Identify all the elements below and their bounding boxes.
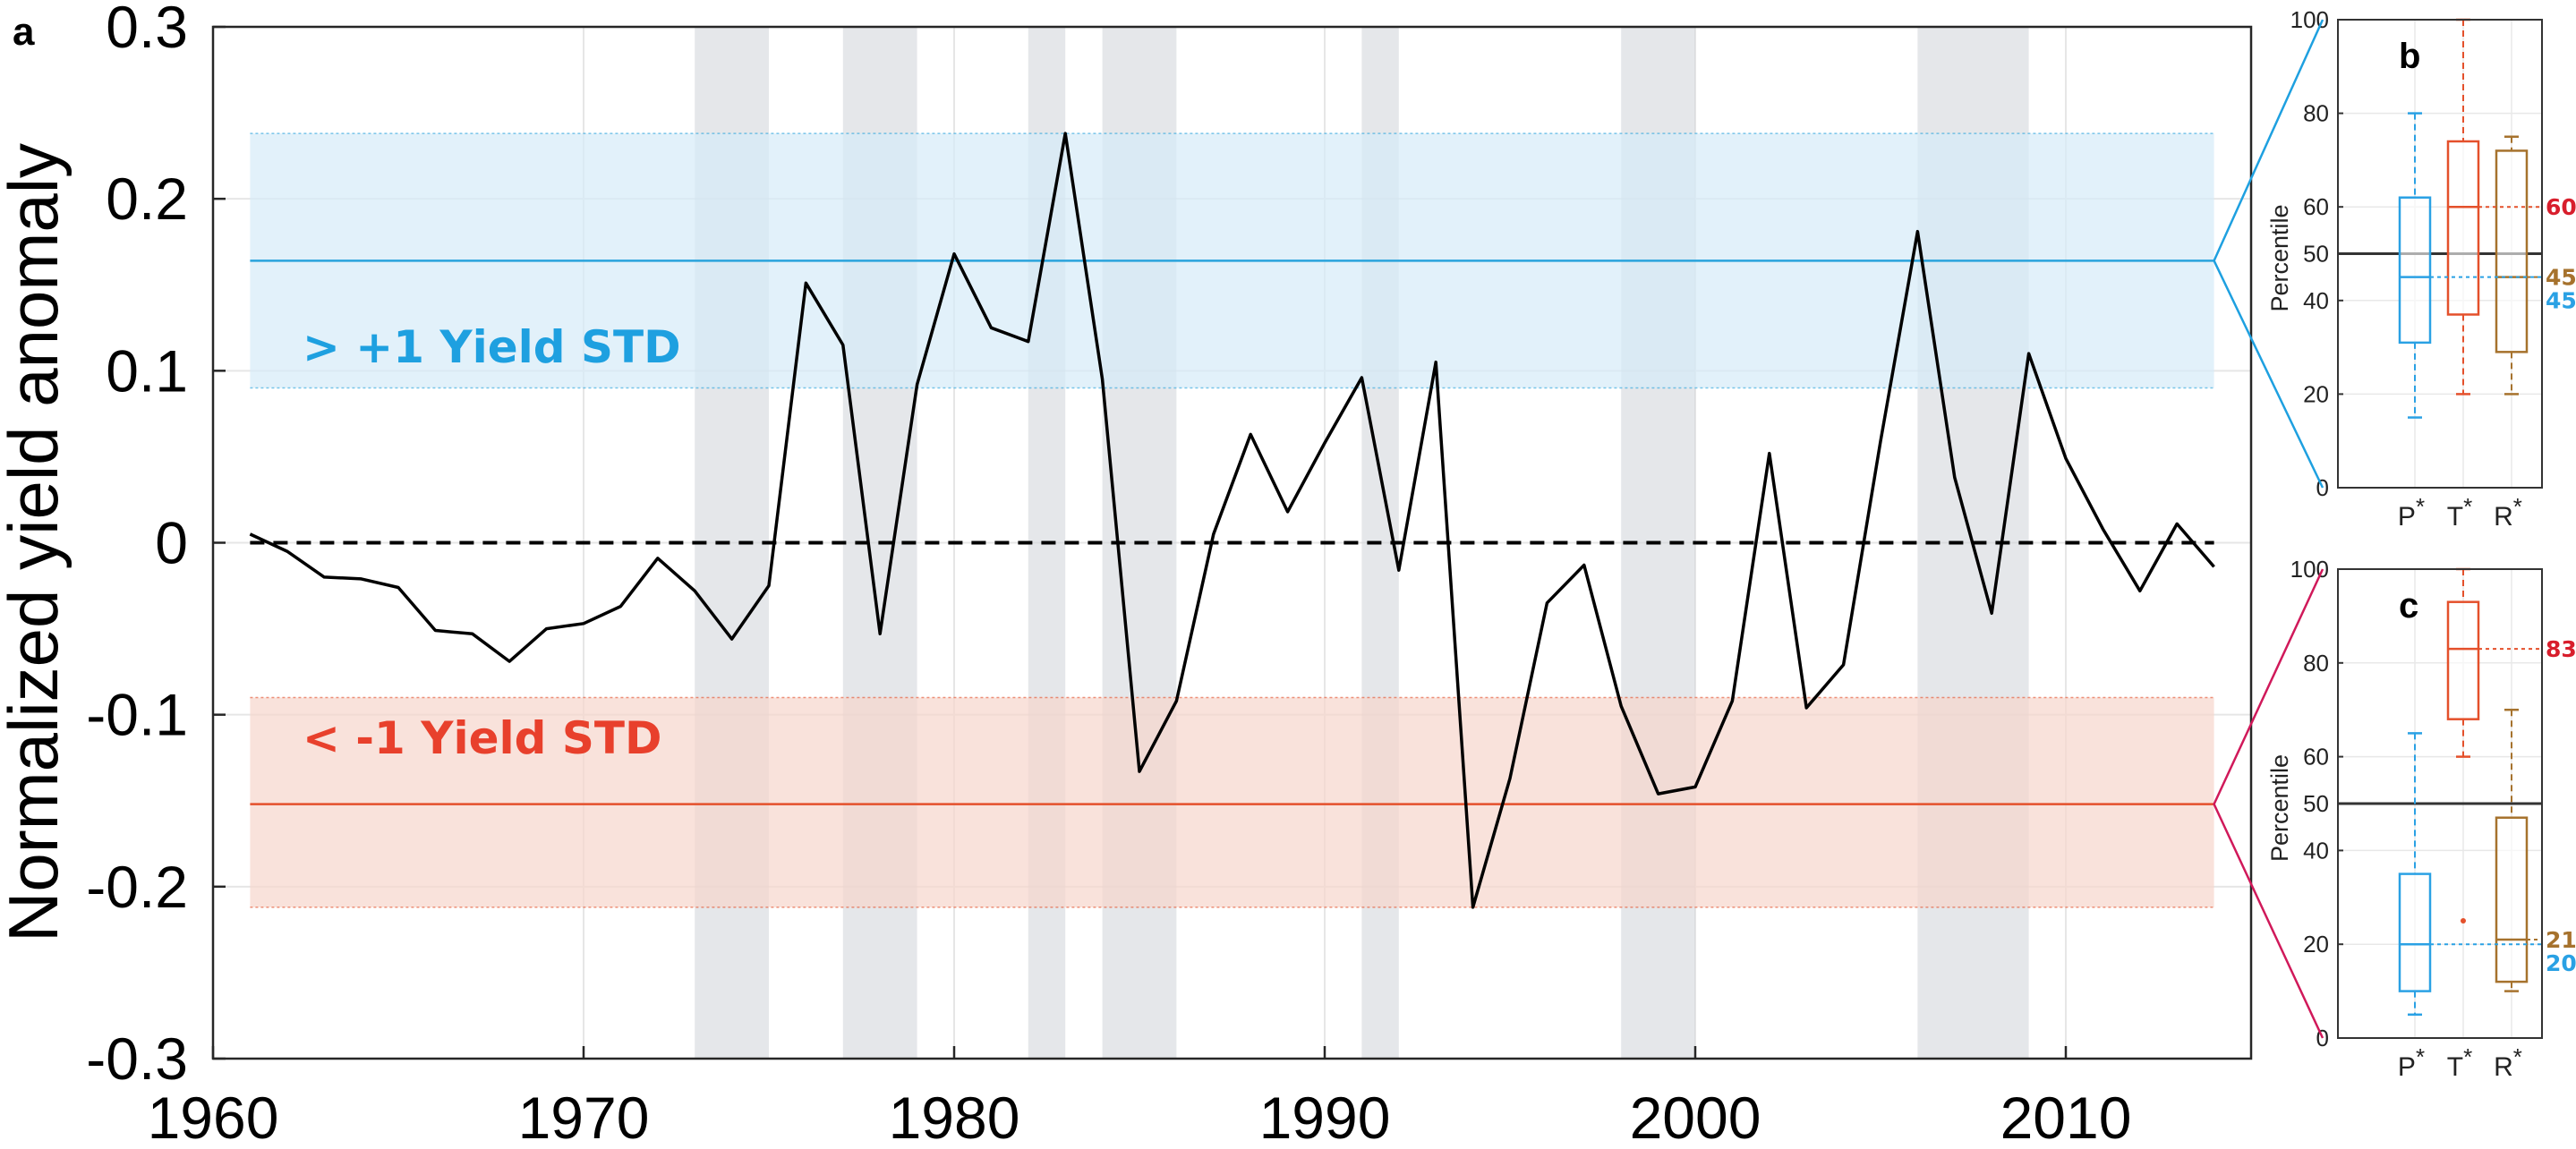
x-tick-label: T*: [2447, 1043, 2472, 1082]
x-tick-label: P*: [2398, 1043, 2425, 1082]
y-tick-label: 0.3: [106, 0, 188, 60]
y-tick-label: 60: [2303, 744, 2329, 770]
panel-letter-c: c: [2399, 586, 2418, 626]
y-tick-label: -0.3: [86, 1026, 188, 1092]
y-axis-label: Normalized yield anomaly: [0, 143, 73, 942]
y-tick-label: 50: [2303, 241, 2329, 268]
x-tick-label: R*: [2494, 1043, 2522, 1082]
y-axis-label: Percentile: [2266, 204, 2293, 311]
box-P: [2398, 872, 2432, 992]
connector-to-panel-b: [2213, 19, 2324, 489]
y-tick-label: 60: [2303, 193, 2329, 220]
panel-letter-b: b: [2399, 37, 2420, 76]
y-tick-label: -0.1: [86, 682, 188, 748]
y-tick-label: 80: [2303, 100, 2329, 127]
median-value-label-R: 21: [2546, 927, 2576, 953]
x-tick-label: R*: [2494, 493, 2522, 532]
median-value-label-T: 83: [2546, 636, 2576, 662]
panel-letter-a: a: [13, 10, 35, 54]
y-tick-label: 0.1: [106, 337, 188, 404]
box-P: [2398, 196, 2432, 345]
box-T: [2446, 140, 2480, 316]
connector-to-panel-c: [2213, 568, 2324, 1039]
median-value-label-P: 20: [2546, 950, 2576, 976]
y-tick-label: 100: [2290, 556, 2329, 583]
x-tick-label: 1980: [889, 1085, 1020, 1149]
box-R: [2495, 149, 2529, 353]
upper-band-label: > +1 Yield STD: [303, 321, 681, 373]
median-value-label-R: 45: [2546, 265, 2576, 291]
y-tick-label: 40: [2303, 837, 2329, 864]
outlier-T: [2461, 918, 2466, 923]
yield-anomaly-line: [249, 132, 2215, 909]
median-value-label-P: 45: [2546, 288, 2576, 314]
x-tick-label: T*: [2447, 493, 2472, 532]
x-tick-label: 2010: [2000, 1085, 2132, 1149]
box-T: [2446, 600, 2480, 720]
lower-band-label: < -1 Yield STD: [303, 712, 661, 764]
x-tick-label: 1990: [1259, 1085, 1391, 1149]
connectors: [2213, 19, 2324, 1039]
y-tick-label: 20: [2303, 931, 2329, 958]
y-tick-label: 100: [2290, 6, 2329, 33]
x-tick-label: P*: [2398, 493, 2425, 532]
x-tick-label: 1960: [148, 1085, 279, 1149]
y-tick-label: 40: [2303, 287, 2329, 314]
y-tick-label: 0: [155, 510, 188, 576]
y-tick-label: 50: [2303, 790, 2329, 817]
lower-band-area: [250, 697, 2214, 907]
panel-a: > +1 Yield STD < -1 Yield STD 1960 1970 1980…: [0, 0, 2253, 1149]
y-tick-label: 0.2: [106, 166, 188, 232]
y-tick-label: -0.2: [86, 854, 188, 920]
median-value-label-T: 60: [2546, 194, 2576, 220]
y-tick-label: 20: [2303, 380, 2329, 407]
x-tick-label: 2000: [1630, 1085, 1761, 1149]
y-axis-label: Percentile: [2266, 754, 2293, 862]
y-tick-label: 80: [2303, 650, 2329, 677]
box-R: [2495, 816, 2529, 983]
x-tick-label: 1970: [518, 1085, 650, 1149]
